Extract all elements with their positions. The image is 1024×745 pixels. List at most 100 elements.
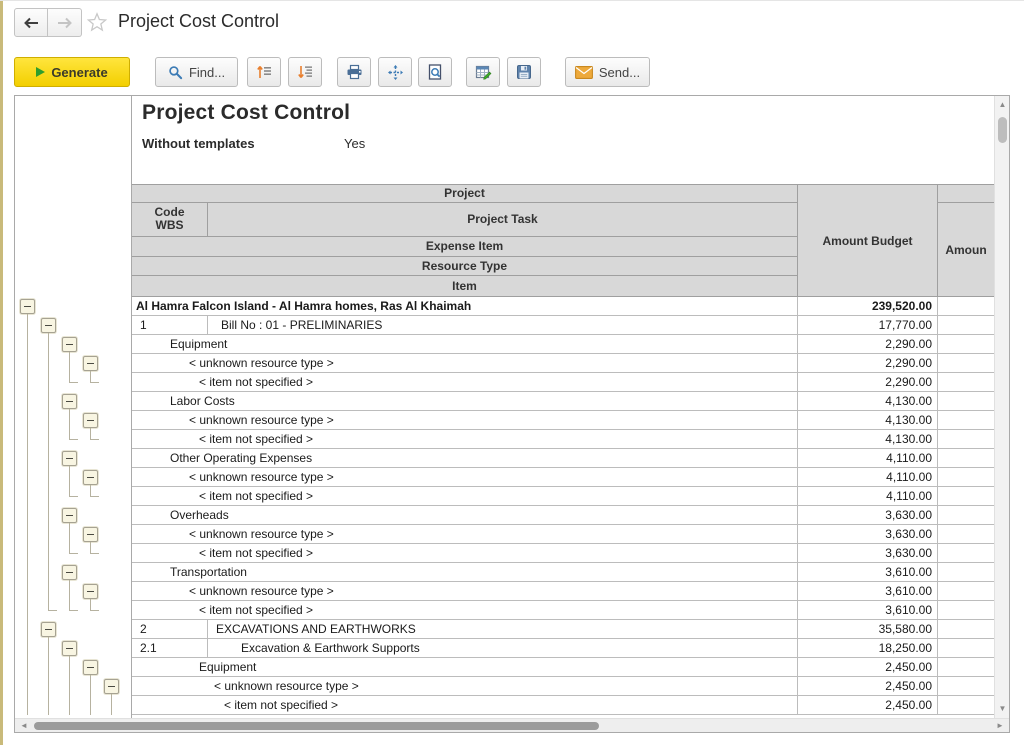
print-preview-button[interactable] <box>418 57 452 87</box>
scroll-right-arrow[interactable]: ► <box>996 721 1004 730</box>
cell-label[interactable]: < item not specified > <box>132 487 798 506</box>
cell-label[interactable]: < unknown resource type > <box>132 354 798 373</box>
cell-amount-2[interactable] <box>938 563 994 582</box>
cell-amount-budget[interactable]: 3,610.00 <box>798 582 938 601</box>
col-header-project[interactable]: Project <box>132 185 798 203</box>
tree-collapse-box[interactable] <box>62 508 77 523</box>
cell-label[interactable]: < item not specified > <box>132 373 798 392</box>
print-button[interactable] <box>337 57 371 87</box>
cell-label[interactable]: < unknown resource type > <box>132 411 798 430</box>
cell-amount-budget[interactable]: 17,770.00 <box>798 316 938 335</box>
cell-amount-2[interactable] <box>938 392 994 411</box>
col-header-code-wbs[interactable]: Code WBS <box>132 202 208 237</box>
cell-amount-2[interactable] <box>938 582 994 601</box>
edit-table-button[interactable] <box>466 57 500 87</box>
tree-collapse-box[interactable] <box>41 622 56 637</box>
cell-amount-2[interactable] <box>938 487 994 506</box>
scroll-up-arrow[interactable]: ▲ <box>998 100 1007 109</box>
cell-amount-budget[interactable]: 3,630.00 <box>798 544 938 563</box>
cell-amount-2[interactable] <box>938 335 994 354</box>
cell-amount-2[interactable] <box>938 430 994 449</box>
cell-amount-2[interactable] <box>938 601 994 620</box>
vertical-scroll-thumb[interactable] <box>998 117 1007 143</box>
cell-amount-budget[interactable]: 2,290.00 <box>798 354 938 373</box>
cell-amount-budget[interactable]: 4,130.00 <box>798 392 938 411</box>
tree-collapse-box[interactable] <box>83 356 98 371</box>
cell-amount-2[interactable] <box>938 658 994 677</box>
cell-amount-2[interactable] <box>938 297 994 316</box>
tree-collapse-box[interactable] <box>62 394 77 409</box>
tree-collapse-box[interactable] <box>20 299 35 314</box>
cell-amount-2[interactable] <box>938 449 994 468</box>
cell-code-wbs[interactable]: 2.1 <box>132 639 208 658</box>
cell-code-wbs[interactable]: 2 <box>132 620 208 639</box>
cell-label[interactable]: < item not specified > <box>132 601 798 620</box>
tree-collapse-box[interactable] <box>83 413 98 428</box>
col-header-item[interactable]: Item <box>132 276 798 297</box>
cell-amount-2[interactable] <box>938 620 994 639</box>
cell-amount-2[interactable] <box>938 411 994 430</box>
find-button[interactable]: Find... <box>155 57 238 87</box>
save-button[interactable] <box>507 57 541 87</box>
cell-amount-budget[interactable]: 4,110.00 <box>798 468 938 487</box>
tree-collapse-box[interactable] <box>41 318 56 333</box>
tree-collapse-box[interactable] <box>83 660 98 675</box>
scroll-down-arrow[interactable]: ▼ <box>998 704 1007 713</box>
cell-amount-budget[interactable]: 3,630.00 <box>798 506 938 525</box>
cell-amount-2[interactable] <box>938 468 994 487</box>
expand-rows-button[interactable] <box>288 57 322 87</box>
col-header-amount2[interactable]: Amoun <box>938 203 994 297</box>
cell-amount-budget[interactable]: 4,130.00 <box>798 411 938 430</box>
col-header-resource-type[interactable]: Resource Type <box>132 256 798 277</box>
favorite-star-icon[interactable] <box>86 11 108 38</box>
cell-label[interactable]: < item not specified > <box>132 430 798 449</box>
cell-code-wbs[interactable]: 1 <box>132 316 208 335</box>
cell-amount-budget[interactable]: 3,610.00 <box>798 601 938 620</box>
cell-label[interactable]: < unknown resource type > <box>132 525 798 544</box>
cell-amount-2[interactable] <box>938 696 994 715</box>
cell-amount-2[interactable] <box>938 316 994 335</box>
page-setup-button[interactable] <box>378 57 412 87</box>
cell-amount-2[interactable] <box>938 525 994 544</box>
cell-amount-budget[interactable]: 2,290.00 <box>798 335 938 354</box>
cell-amount-budget[interactable]: 35,580.00 <box>798 620 938 639</box>
cell-label[interactable]: Other Operating Expenses <box>132 449 798 468</box>
cell-amount-budget[interactable]: 2,450.00 <box>798 658 938 677</box>
cell-amount-2[interactable] <box>938 506 994 525</box>
cell-amount-2[interactable] <box>938 354 994 373</box>
cell-amount-2[interactable] <box>938 373 994 392</box>
horizontal-scrollbar[interactable]: ◄ ► <box>15 718 1009 732</box>
cell-project-task[interactable]: Excavation & Earthwork Supports <box>208 639 798 658</box>
tree-collapse-box[interactable] <box>62 337 77 352</box>
cell-amount-budget[interactable]: 239,520.00 <box>798 297 938 316</box>
col-header-expense-item[interactable]: Expense Item <box>132 236 798 257</box>
tree-collapse-box[interactable] <box>83 527 98 542</box>
cell-amount-budget[interactable]: 4,110.00 <box>798 449 938 468</box>
vertical-scrollbar[interactable]: ▲ ▼ <box>994 96 1009 718</box>
cell-label[interactable]: < unknown resource type > <box>132 677 798 696</box>
cell-amount-budget[interactable]: 2,450.00 <box>798 677 938 696</box>
cell-label[interactable]: Transportation <box>132 563 798 582</box>
cell-project[interactable]: Al Hamra Falcon Island - Al Hamra homes,… <box>132 297 798 316</box>
cell-amount-budget[interactable]: 2,450.00 <box>798 696 938 715</box>
tree-collapse-box[interactable] <box>104 679 119 694</box>
tree-collapse-box[interactable] <box>62 565 77 580</box>
cell-amount-budget[interactable]: 2,290.00 <box>798 373 938 392</box>
cell-amount-budget[interactable]: 3,630.00 <box>798 525 938 544</box>
cell-label[interactable]: Equipment <box>132 658 798 677</box>
cell-label[interactable]: < unknown resource type > <box>132 468 798 487</box>
cell-amount-budget[interactable]: 3,610.00 <box>798 563 938 582</box>
cell-label[interactable]: < item not specified > <box>132 544 798 563</box>
cell-amount-2[interactable] <box>938 677 994 696</box>
forward-button[interactable] <box>48 8 82 37</box>
cell-amount-budget[interactable]: 18,250.00 <box>798 639 938 658</box>
cell-label[interactable]: < item not specified > <box>132 696 798 715</box>
generate-button[interactable]: Generate <box>14 57 130 87</box>
cell-amount-2[interactable] <box>938 544 994 563</box>
col-header-project-task[interactable]: Project Task <box>208 202 798 237</box>
back-button[interactable] <box>14 8 48 37</box>
cell-amount-budget[interactable]: 4,130.00 <box>798 430 938 449</box>
tree-collapse-box[interactable] <box>83 470 98 485</box>
scroll-left-arrow[interactable]: ◄ <box>20 721 28 730</box>
cell-project-task[interactable]: EXCAVATIONS AND EARTHWORKS <box>208 620 798 639</box>
